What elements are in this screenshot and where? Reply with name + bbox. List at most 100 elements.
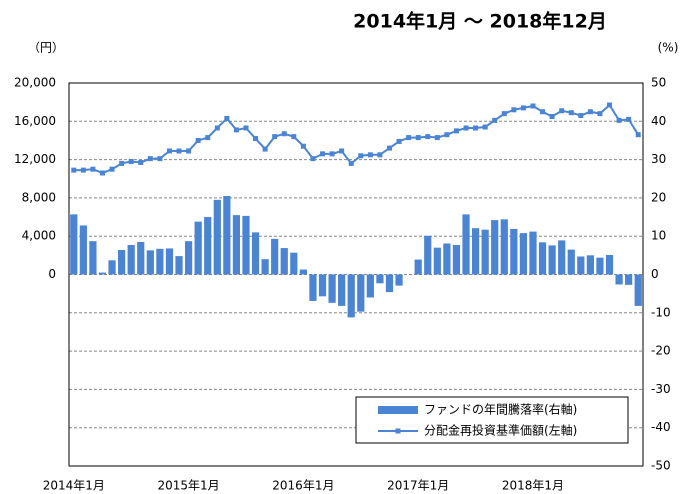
bar <box>510 228 518 275</box>
bar <box>519 233 528 275</box>
line-marker <box>214 125 220 131</box>
bar <box>567 249 575 275</box>
line-marker <box>520 105 526 111</box>
line-marker <box>272 134 278 140</box>
line-marker <box>166 148 172 154</box>
bar <box>156 248 164 275</box>
y2-tick-label: 30 <box>651 152 666 166</box>
bar <box>443 243 451 275</box>
bar <box>548 245 556 275</box>
y2-tick-label: -40 <box>651 420 671 434</box>
bar <box>347 274 355 318</box>
line-marker <box>434 135 440 141</box>
bar <box>634 274 642 306</box>
y2-tick-label: -50 <box>651 459 671 473</box>
line-marker <box>425 134 431 140</box>
line-marker <box>176 148 182 154</box>
line-marker <box>147 156 153 162</box>
legend-label: ファンドの年間騰落率(右軸) <box>424 402 577 417</box>
bar <box>146 250 154 275</box>
line-marker <box>310 156 316 162</box>
bar <box>213 199 221 275</box>
line-marker <box>530 103 536 109</box>
line-marker <box>186 148 192 154</box>
line-marker <box>549 114 555 120</box>
line-marker <box>128 159 134 165</box>
bar <box>500 219 508 275</box>
line-marker <box>453 128 459 134</box>
bar <box>194 221 202 275</box>
bar <box>318 274 327 297</box>
bar <box>261 259 269 275</box>
line-marker <box>511 107 517 113</box>
bar <box>385 274 394 293</box>
bar <box>251 232 260 275</box>
y2-tick-label: -30 <box>651 382 671 396</box>
bar <box>98 272 107 275</box>
bar <box>165 248 174 275</box>
x-tick-label: 2016年1月 <box>272 479 334 493</box>
x-tick-label: 2015年1月 <box>157 479 219 493</box>
line-marker <box>578 113 584 119</box>
y-tick-label: 8,000 <box>22 190 56 204</box>
line-marker <box>80 167 86 173</box>
line-marker <box>233 127 239 133</box>
bar <box>338 274 346 306</box>
bar <box>414 259 422 275</box>
line-marker <box>329 151 335 157</box>
legend-label: 分配金再投資基準価額(左軸) <box>424 423 577 438</box>
line-marker <box>291 134 297 140</box>
line-marker <box>339 148 345 154</box>
line-marker <box>540 109 546 115</box>
y-axis-label: （円） <box>28 41 64 55</box>
line-marker <box>473 125 479 131</box>
bar <box>538 242 547 275</box>
line-marker <box>482 124 488 130</box>
line-marker <box>157 156 163 162</box>
line-marker <box>396 138 402 144</box>
bar <box>280 248 288 275</box>
y2-tick-label: -10 <box>651 305 671 319</box>
bar <box>175 256 183 275</box>
line-marker <box>195 137 201 143</box>
bar <box>137 241 145 275</box>
bar <box>586 255 594 275</box>
bar <box>596 257 604 275</box>
bar <box>118 249 126 275</box>
bar <box>558 240 566 275</box>
line-marker <box>348 160 354 166</box>
plot-frame <box>68 82 644 467</box>
line-marker <box>406 135 412 141</box>
line-marker <box>559 108 565 114</box>
bar <box>615 274 623 285</box>
line-marker <box>262 146 268 152</box>
y-tick-label: 12,000 <box>14 152 56 166</box>
line-marker <box>626 116 632 122</box>
y-tick-label: 20,000 <box>14 76 56 90</box>
line-marker <box>300 143 306 149</box>
bar <box>328 274 336 303</box>
line-marker <box>99 170 105 176</box>
y2-tick-label: 10 <box>651 229 666 243</box>
line-marker <box>568 110 574 116</box>
line-marker <box>138 159 144 165</box>
bar <box>232 215 241 275</box>
line-marker <box>243 125 249 131</box>
bar <box>471 228 480 275</box>
bar <box>491 220 499 275</box>
line-marker <box>501 111 507 117</box>
legend-box <box>355 396 629 444</box>
line-marker <box>71 167 77 173</box>
y-tick-label: 4,000 <box>22 229 56 243</box>
line-marker <box>386 145 392 151</box>
line-marker <box>109 166 115 172</box>
bar <box>625 274 633 285</box>
x-tick-label: 2018年1月 <box>502 479 564 493</box>
line-marker <box>463 125 469 131</box>
bar <box>108 260 116 275</box>
line-marker <box>415 135 421 141</box>
y2-tick-label: 20 <box>651 190 666 204</box>
line-marker <box>281 131 287 137</box>
line-marker <box>224 115 230 121</box>
y2-tick-label: -20 <box>651 344 671 358</box>
